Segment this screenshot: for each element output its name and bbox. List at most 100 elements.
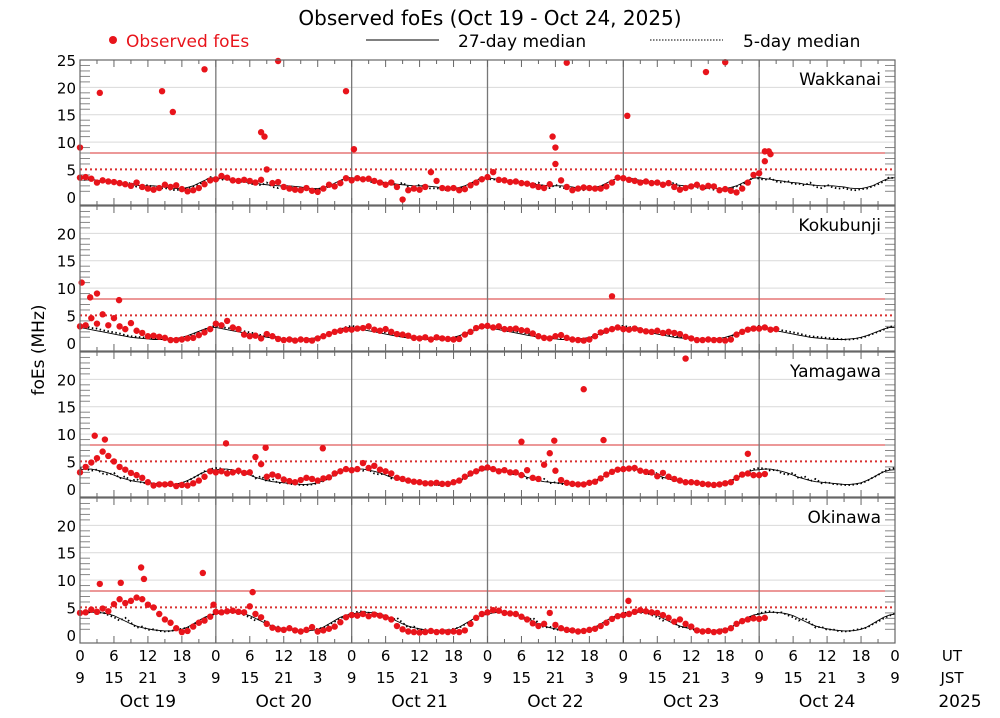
observed-point — [303, 474, 310, 482]
observed-point — [297, 628, 304, 635]
observed-point — [246, 177, 253, 185]
observed-point — [461, 473, 469, 480]
observed-point — [467, 620, 474, 628]
observed-point — [722, 337, 729, 344]
legend: Observed foEs 27-day median 5-day median — [109, 32, 860, 52]
observed-point — [269, 179, 276, 187]
observed-point — [223, 317, 231, 325]
observed-point — [388, 616, 395, 623]
observed-point — [82, 463, 89, 471]
observed-point — [359, 176, 367, 183]
jst-tick-label: 15 — [784, 669, 803, 687]
panel-okinawa: 0 5 10 15 20 Okinawa — [57, 497, 896, 645]
observed-point — [682, 620, 689, 628]
observed-point — [235, 467, 242, 474]
observed-point — [637, 179, 644, 186]
observed-point — [563, 626, 570, 634]
observed-point — [506, 325, 514, 333]
observed-point — [156, 333, 163, 340]
ut-tick-label: 12 — [274, 647, 293, 665]
observed-point — [161, 334, 169, 342]
y-tick-label: 20 — [57, 225, 76, 243]
observed-point — [314, 335, 321, 342]
observed-outlier-point — [608, 293, 616, 300]
observed-point — [472, 179, 480, 186]
observed-point — [246, 469, 253, 476]
ut-tick-label: 18 — [851, 647, 870, 665]
observed-point — [761, 158, 769, 165]
observed-point — [331, 623, 338, 630]
observed-point — [348, 611, 355, 619]
ut-tick-label: 0 — [619, 647, 629, 665]
observed-point — [133, 179, 140, 186]
panel-yamagawa: 0 5 10 15 20 Yamagawa — [57, 351, 896, 499]
observed-point — [484, 464, 491, 471]
observed-point — [161, 481, 169, 488]
observed-point — [325, 625, 333, 632]
observed-point — [738, 617, 746, 625]
observed-point — [325, 181, 333, 188]
observed-point — [546, 450, 553, 457]
observed-point — [546, 335, 553, 342]
observed-point — [122, 181, 129, 188]
y-tick-label: 20 — [57, 517, 76, 535]
observed-point — [388, 328, 395, 336]
station-name: Okinawa — [808, 508, 881, 528]
observed-point — [574, 336, 582, 344]
observed-point — [303, 184, 310, 192]
observed-point — [727, 625, 735, 632]
observed-outlier-point — [350, 145, 358, 153]
observed-point — [750, 325, 757, 332]
observed-point — [591, 185, 599, 192]
observed-point — [472, 468, 480, 475]
observed-point — [99, 448, 106, 455]
observed-point — [150, 186, 157, 193]
observed-point — [376, 612, 384, 619]
observed-point — [399, 475, 406, 483]
observed-point — [105, 178, 112, 185]
observed-point — [631, 177, 638, 185]
observed-point — [274, 178, 282, 186]
observed-point — [552, 621, 559, 629]
observed-outlier-point — [96, 580, 104, 588]
observed-point — [122, 599, 129, 607]
jst-tick-label: 9 — [347, 669, 357, 687]
observed-point — [218, 609, 225, 616]
observed-point — [280, 183, 287, 191]
observed-point — [93, 608, 101, 616]
year-label: 2025 — [938, 692, 981, 712]
observed-point — [127, 182, 135, 190]
observed-point — [240, 331, 248, 338]
observed-point — [365, 464, 372, 472]
observed-point — [563, 334, 570, 342]
observed-point — [314, 188, 321, 196]
observed-point — [325, 474, 333, 481]
observed-point — [212, 320, 220, 327]
y-tick-label: 5 — [66, 599, 76, 617]
observed-point — [416, 629, 423, 636]
observed-point — [257, 460, 265, 468]
observed-point — [501, 325, 508, 333]
observed-point — [603, 619, 610, 626]
observed-point — [416, 335, 423, 342]
panel-frame — [79, 497, 896, 644]
observed-point — [325, 330, 333, 338]
observed-point — [603, 471, 610, 478]
observed-point — [116, 179, 123, 187]
observed-point — [563, 479, 570, 486]
observed-point — [320, 333, 327, 340]
y-tick-label: 0 — [66, 627, 76, 645]
observed-point — [506, 178, 514, 186]
observed-point — [252, 453, 259, 461]
observed-outlier-point — [249, 588, 256, 596]
observed-point — [727, 187, 735, 194]
observed-point — [444, 480, 452, 488]
observed-point — [178, 481, 186, 489]
observed-point — [439, 480, 446, 488]
observed-point — [218, 172, 225, 180]
observed-point — [257, 335, 265, 342]
observed-point — [303, 336, 310, 344]
observed-point — [139, 474, 146, 482]
jst-tick-label: 3 — [856, 669, 866, 687]
observed-point — [461, 627, 469, 634]
